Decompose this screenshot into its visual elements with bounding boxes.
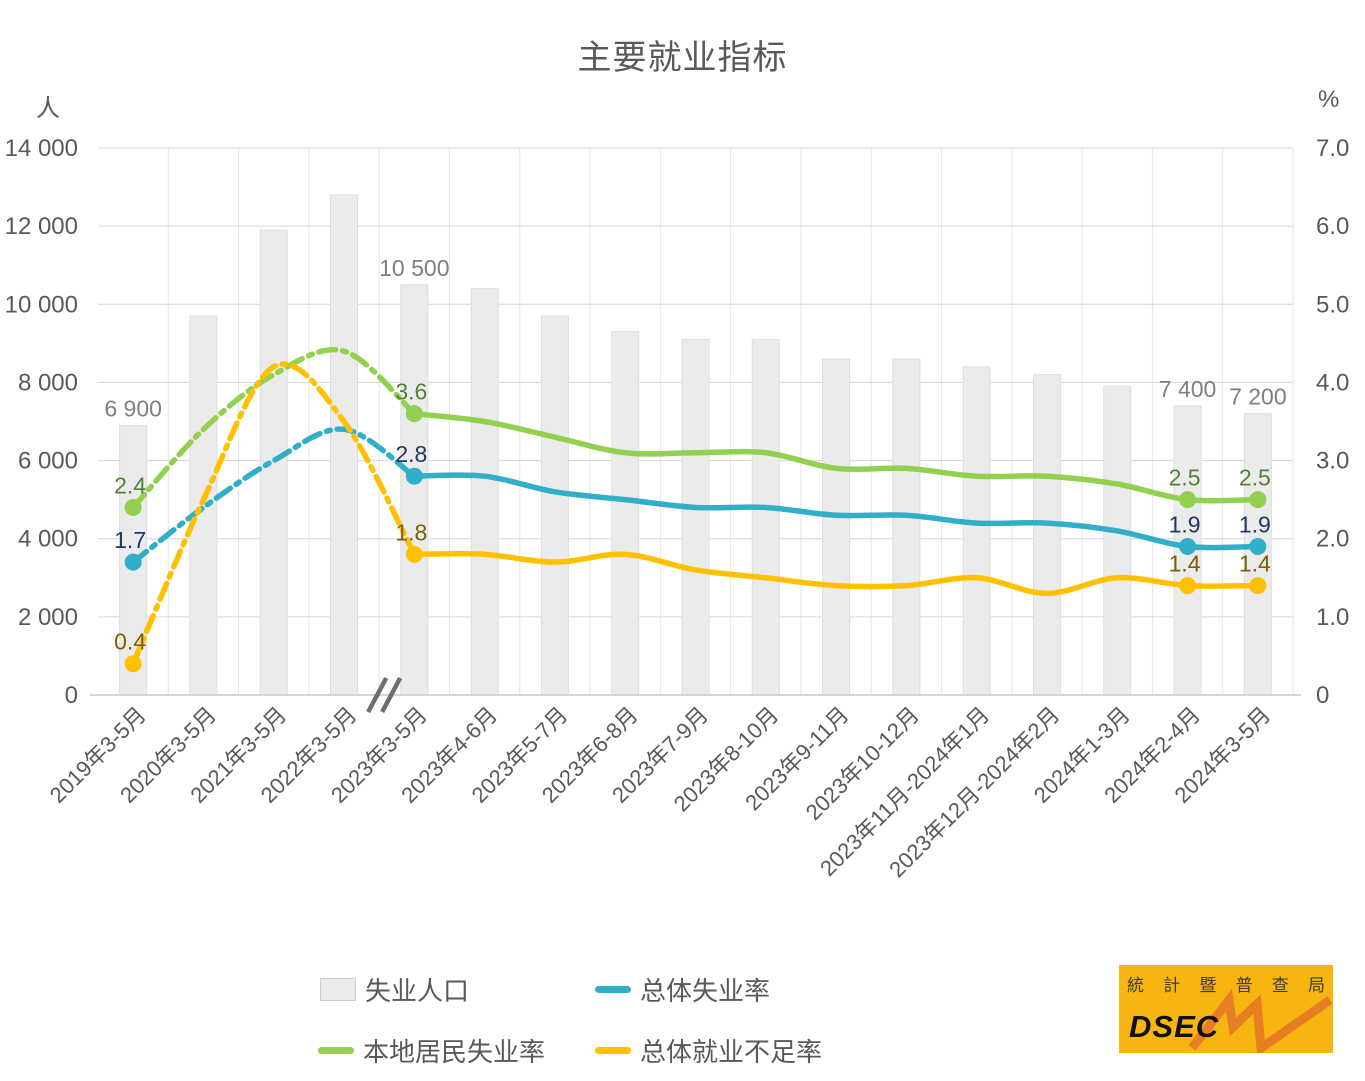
left-axis-tick-label: 2 000	[18, 604, 78, 631]
line-value-label: 1.9	[1239, 512, 1271, 538]
right-axis-tick-label: 5.0	[1316, 291, 1349, 318]
bar-unemployed-population	[1032, 374, 1061, 696]
marker-总体就业不足率	[405, 545, 423, 563]
axis-break-icon	[366, 676, 389, 714]
line-本地居民失业率	[411, 410, 1261, 504]
dsec-logo: 統計暨普查局 DSEC	[1119, 965, 1333, 1053]
marker-总体就业不足率	[1179, 577, 1197, 595]
legend-item-local-resident-unemployment-rate: 本地居民失业率	[318, 1032, 545, 1069]
legend-label: 总体失业率	[640, 976, 771, 1006]
line-value-label: 2.8	[395, 441, 427, 467]
line-value-label: 1.8	[395, 519, 427, 545]
dsec-cn-char: 計	[1163, 976, 1181, 995]
marker-总体就业不足率	[124, 655, 142, 673]
right-axis-tick-label: 7.0	[1316, 135, 1349, 162]
marker-总体失业率	[1249, 538, 1267, 556]
marker-总体失业率	[124, 553, 142, 571]
dsec-cn-char: 查	[1271, 976, 1289, 995]
legend-line-swatch	[595, 986, 631, 993]
line-value-label: 0.4	[114, 629, 146, 655]
marker-本地居民失业率	[1179, 491, 1197, 509]
bar-unemployed-population	[681, 338, 710, 696]
left-axis-tick-label: 4 000	[18, 526, 78, 553]
line-本地居民失业率-dashed	[130, 347, 418, 511]
marker-本地居民失业率	[1249, 491, 1267, 509]
right-axis-unit-label: %	[1318, 86, 1340, 113]
right-axis-tick-label: 4.0	[1316, 369, 1349, 396]
line-value-label: 3.6	[395, 379, 427, 405]
bar-unemployed-population	[822, 358, 851, 696]
right-axis-tick-label: 2.0	[1316, 526, 1349, 553]
legend-item-unemployed-population: 失业人口	[320, 971, 469, 1008]
dsec-cn-char: 暨	[1199, 976, 1217, 995]
marker-总体失业率	[1179, 538, 1197, 556]
line-总体失业率-dashed	[130, 426, 418, 565]
marker-总体就业不足率	[1249, 577, 1267, 595]
dsec-zigzag-icon	[1188, 988, 1333, 1053]
bar-value-label: 10 500	[379, 255, 449, 281]
bar-unemployed-population	[1103, 385, 1132, 696]
bar-unemployed-population	[189, 315, 218, 696]
left-axis-tick-label: 8 000	[18, 369, 78, 396]
dsec-logo-latin-text: DSEC	[1129, 1009, 1220, 1044]
left-axis-tick-label: 6 000	[18, 448, 78, 475]
bar-unemployed-population	[611, 331, 640, 696]
dsec-cn-char: 統	[1127, 976, 1144, 995]
right-axis-tick-label: 0	[1316, 682, 1329, 709]
bar-value-label: 7 400	[1159, 376, 1217, 402]
bar-unemployed-population	[962, 366, 991, 696]
right-axis-tick-label: 6.0	[1316, 213, 1349, 240]
bar-unemployed-population	[751, 338, 780, 696]
marker-本地居民失业率	[405, 405, 423, 423]
line-value-label: 2.4	[114, 472, 146, 498]
line-value-label: 1.9	[1169, 512, 1201, 538]
legend-label: 失业人口	[365, 976, 470, 1006]
axis-break-icon	[380, 676, 403, 714]
line-value-label: 1.7	[114, 527, 146, 553]
bar-unemployed-population	[400, 284, 429, 696]
bar-unemployed-population	[330, 194, 359, 696]
marker-本地居民失业率	[124, 498, 142, 516]
line-总体失业率	[411, 472, 1261, 551]
left-axis-tick-label: 0	[65, 682, 78, 709]
line-总体就业不足率-dashed	[130, 361, 418, 667]
legend-line-swatch	[595, 1047, 631, 1054]
legend-item-overall-unemployment-rate: 总体失业率	[595, 971, 770, 1008]
legend-item-overall-underemployment-rate: 总体就业不足率	[595, 1032, 822, 1069]
dsec-cn-char: 普	[1235, 976, 1253, 995]
legend-line-swatch	[318, 1047, 354, 1054]
bar-value-label: 6 900	[104, 395, 162, 421]
bar-unemployed-population	[540, 315, 569, 696]
legend-label: 总体就业不足率	[640, 1037, 823, 1067]
legend-label: 本地居民失业率	[363, 1037, 546, 1067]
right-axis-tick-label: 1.0	[1316, 604, 1349, 631]
dsec-logo-cn-text: 統計暨普查局	[1119, 971, 1333, 996]
bar-unemployed-population	[892, 358, 921, 696]
marker-总体失业率	[405, 467, 423, 485]
left-axis-unit-label: 人	[36, 95, 60, 122]
left-axis-tick-label: 10 000	[5, 291, 78, 318]
chart-title: 主要就业指标	[577, 39, 788, 77]
right-axis-tick-label: 3.0	[1316, 448, 1349, 475]
legend-bar-swatch	[320, 978, 356, 1001]
line-总体就业不足率	[411, 551, 1261, 597]
line-value-label: 2.5	[1169, 465, 1201, 491]
line-value-label: 1.4	[1239, 551, 1271, 577]
line-value-label: 1.4	[1169, 551, 1201, 577]
bar-unemployed-population	[470, 288, 499, 696]
dsec-cn-char: 局	[1307, 976, 1325, 995]
line-value-label: 2.5	[1239, 465, 1271, 491]
bar-unemployed-population	[259, 229, 288, 696]
left-axis-tick-label: 14 000	[5, 135, 78, 162]
bar-value-label: 7 200	[1229, 384, 1287, 410]
left-axis-tick-label: 12 000	[5, 213, 78, 240]
